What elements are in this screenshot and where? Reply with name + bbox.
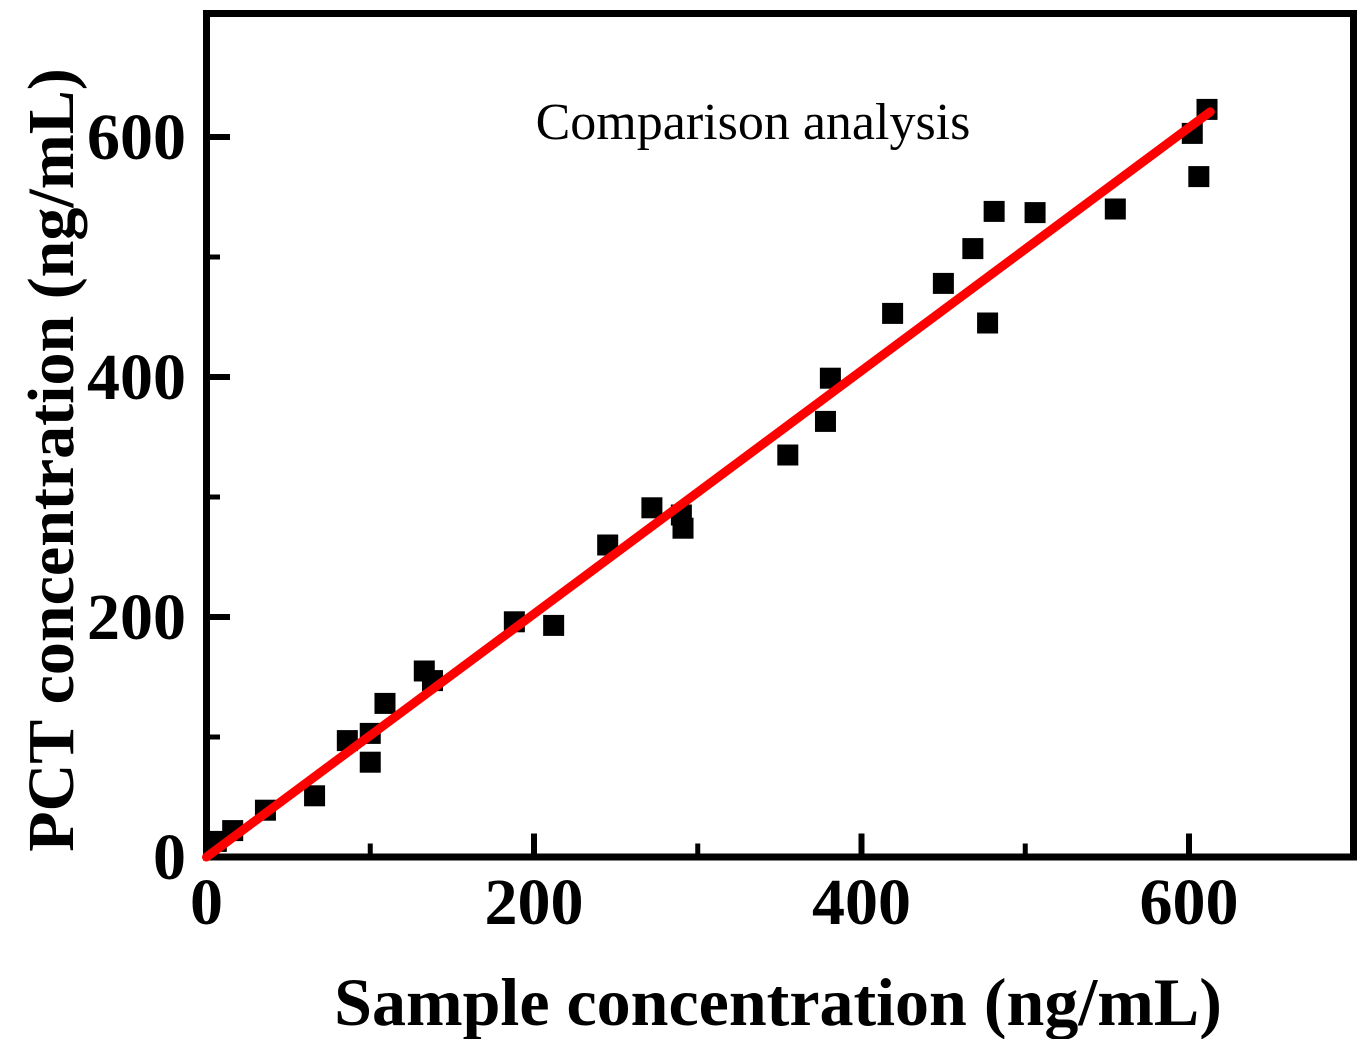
data-point-square xyxy=(359,751,381,773)
data-point-square xyxy=(672,517,694,539)
fit-line xyxy=(202,107,1215,862)
x-tick-label: 200 xyxy=(485,866,584,939)
data-point-square xyxy=(962,238,984,260)
x-tick-label: 600 xyxy=(1140,866,1239,939)
data-point-square xyxy=(977,312,999,334)
data-point-square xyxy=(819,367,841,389)
y-tick-label: 200 xyxy=(87,581,186,654)
data-point-square xyxy=(1024,202,1046,224)
data-point-square xyxy=(1104,198,1126,220)
y-tick-label: 0 xyxy=(153,821,186,894)
data-point-square xyxy=(983,200,1005,222)
data-point-square xyxy=(641,497,663,519)
x-tick-label: 0 xyxy=(190,866,223,939)
y-tick-label: 400 xyxy=(87,341,186,414)
chart-annotation: Comparison analysis xyxy=(535,94,971,151)
y-tick-label: 600 xyxy=(87,101,186,174)
y-axis-title: PCT concentration (ng/mL) xyxy=(15,68,88,852)
data-point-square xyxy=(543,614,565,636)
data-point-square xyxy=(374,692,396,714)
data-point-square xyxy=(814,410,836,432)
x-axis-title: Sample concentration (ng/mL) xyxy=(334,964,1222,1039)
data-point-square xyxy=(777,444,799,466)
data-point-square xyxy=(304,785,326,807)
data-point-square xyxy=(932,272,954,294)
data-point-square xyxy=(882,302,904,324)
plot-frame xyxy=(203,10,1357,861)
x-tick-label: 400 xyxy=(812,866,911,939)
data-point-square xyxy=(1188,166,1210,188)
